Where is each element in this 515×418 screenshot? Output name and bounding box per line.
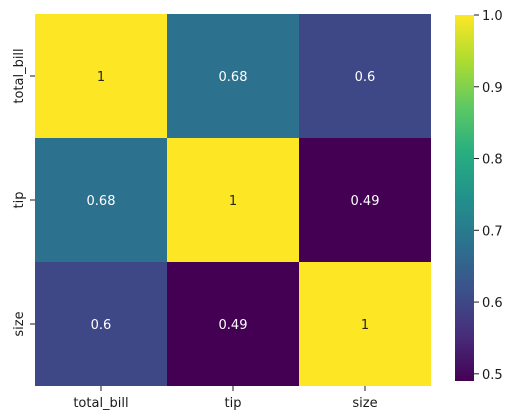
cell-value-label: 1: [97, 70, 105, 85]
y-tick-label: tip: [12, 192, 27, 209]
cell-value-label: 1: [229, 194, 237, 209]
x-axis: total_bill tip size: [73, 386, 378, 411]
x-tick-label: size: [352, 396, 377, 411]
colorbar: 0.5 0.6 0.7 0.8 0.9 1.0: [455, 9, 503, 383]
cell-value-label: 1: [361, 318, 369, 333]
colorbar-tick-label: 0.8: [482, 153, 503, 168]
heatmap-cell: [35, 138, 167, 262]
heatmap-cells: [35, 14, 431, 386]
colorbar-tick-label: 0.9: [482, 81, 503, 96]
colorbar-tick-label: 0.7: [482, 224, 503, 239]
heatmap-cell: [167, 262, 299, 386]
heatmap-cell: [167, 138, 299, 262]
heatmap-cell-labels: 1 0.68 0.6 0.68 1 0.49 0.6 0.49 1: [87, 70, 380, 333]
x-tick-label: total_bill: [73, 396, 128, 411]
colorbar-gradient: [455, 15, 474, 381]
colorbar-tick-label: 0.5: [482, 368, 503, 383]
cell-value-label: 0.68: [87, 194, 116, 209]
heatmap-cell: [299, 262, 431, 386]
colorbar-tick-label: 1.0: [482, 9, 503, 24]
cell-value-label: 0.68: [219, 70, 248, 85]
heatmap-cell: [167, 14, 299, 138]
colorbar-tick-label: 0.6: [482, 296, 503, 311]
heatmap-cell: [299, 138, 431, 262]
y-tick-label: size: [12, 311, 27, 336]
heatmap-cell: [35, 14, 167, 138]
cell-value-label: 0.49: [351, 194, 380, 209]
cell-value-label: 0.6: [91, 318, 112, 333]
cell-value-label: 0.6: [355, 70, 376, 85]
x-tick-label: tip: [225, 396, 242, 411]
cell-value-label: 0.49: [219, 318, 248, 333]
heatmap-cell: [299, 14, 431, 138]
heatmap-cell: [35, 262, 167, 386]
y-tick-label: total_bill: [12, 48, 27, 103]
